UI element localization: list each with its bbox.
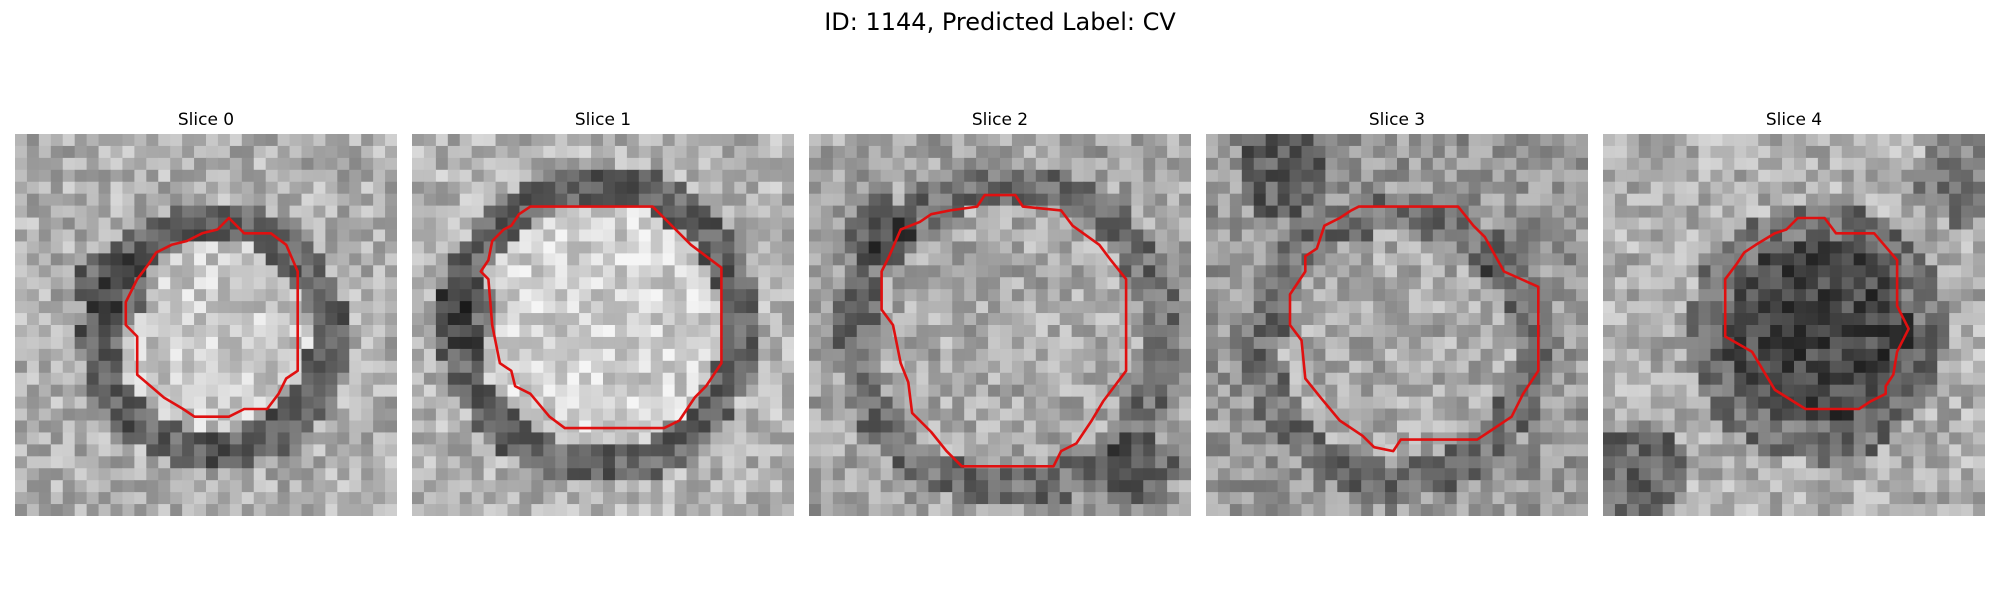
segmentation-contour [1723,216,1910,411]
slice-image [412,134,794,516]
slice-image [1603,134,1985,516]
slice-title: Slice 3 [1368,110,1426,130]
slice-panel-3: Slice 3 [1206,108,1588,518]
slice-title: Slice 0 [177,110,235,130]
segmentation-contour [124,216,300,419]
slice-image [1206,134,1588,516]
slice-panel-0: Slice 0 [15,108,397,518]
segmentation-contour [880,193,1128,468]
slice-panel-2: Slice 2 [809,108,1191,518]
slice-title: Slice 1 [574,110,632,130]
slices-row: Slice 0 Slice 1 Slice 2 Slice 3 Slice 4 [15,108,1985,518]
slice-image [15,134,397,516]
segmentation-contour [479,205,723,430]
slice-title: Slice 4 [1765,110,1823,130]
segmentation-contour [1288,205,1540,453]
slice-image [809,134,1191,516]
slice-panel-1: Slice 1 [412,108,794,518]
slice-panel-4: Slice 4 [1603,108,1985,518]
slice-title: Slice 2 [971,110,1029,130]
figure-title: ID: 1144, Predicted Label: CV [824,8,1176,36]
